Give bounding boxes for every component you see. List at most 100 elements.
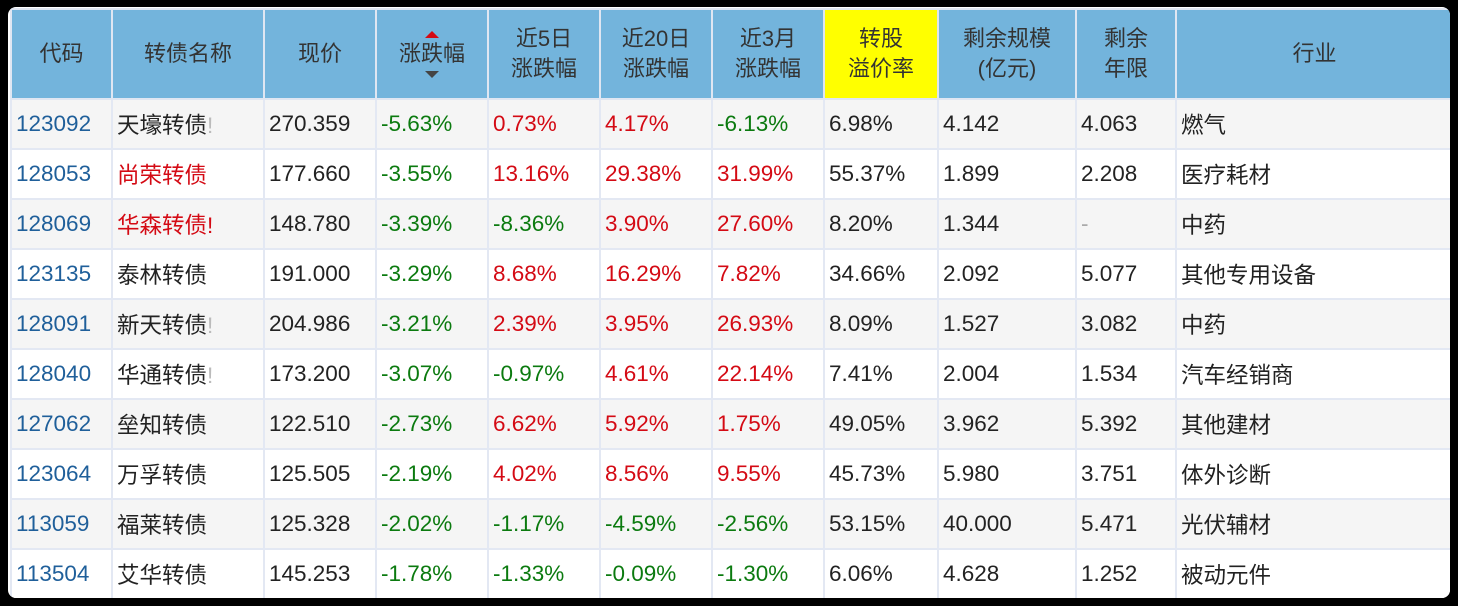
remaining-size-cell: 4.628 [937,548,1077,598]
table-row[interactable]: 123092 天壕转债! 270.359 -5.63% 0.73% 4.17% -6.13%… [10,98,1450,150]
bond-name-cell[interactable]: 华森转债! [111,198,265,250]
table-row[interactable]: 127062 垒知转债 122.510 -2.73% 6.62% 5.92% 1.75% 49… [10,398,1450,450]
col-header-20d-change[interactable]: 近20日 涨跌幅 [599,8,713,100]
sort-asc-icon[interactable] [424,31,439,38]
bond-name-link[interactable]: 天壕转债 [117,113,208,138]
col-header-3m-change[interactable]: 近3月 涨跌幅 [711,8,825,100]
change-5d-cell: 4.02% [487,448,601,500]
remaining-years-cell: 4.063 [1075,98,1177,150]
change-20d-cell: -0.09% [599,548,713,598]
premium-cell: 49.05% [823,398,939,450]
bond-code-link[interactable]: 113059 [10,498,113,550]
bond-name-cell[interactable]: 福莱转债 [111,498,265,550]
col-header-code[interactable]: 代码 [10,8,113,100]
remaining-years-cell: 3.751 [1075,448,1177,500]
industry-cell: 中药 [1175,298,1450,350]
bond-code-link[interactable]: 123135 [10,248,113,300]
header-label: 涨跌幅 [622,56,689,81]
bond-name-link[interactable]: 华森转债 [117,213,208,238]
convertible-bond-table: 代码 转债名称 现价 涨跌幅 近5日 涨跌幅 近20日 涨跌幅 近3月 涨跌幅 转股溢… [10,8,1450,598]
industry-cell: 中药 [1175,198,1450,250]
table-row[interactable]: 128069 华森转债! 148.780 -3.39% -8.36% 3.90% 27.60… [10,198,1450,250]
table-row[interactable]: 128091 新天转债! 204.986 -3.21% 2.39% 3.95% 26.93%… [10,298,1450,350]
bond-name-cell[interactable]: 天壕转债! [111,98,265,150]
bond-code-link[interactable]: 128091 [10,298,113,350]
bond-name-link[interactable]: 新天转债 [117,313,208,338]
bond-name-link[interactable]: 艾华转债 [117,563,208,588]
change-3m-cell: 9.55% [711,448,825,500]
remaining-size-cell: 2.092 [937,248,1077,300]
sort-desc-icon[interactable] [424,71,439,78]
bond-code-link[interactable]: 123064 [10,448,113,500]
bond-name-cell[interactable]: 垒知转债 [111,398,265,450]
remaining-size-cell: 5.980 [937,448,1077,500]
remaining-years-cell: 1.534 [1075,348,1177,400]
bond-name-cell[interactable]: 泰林转债 [111,248,265,300]
header-row: 代码 转债名称 现价 涨跌幅 近5日 涨跌幅 近20日 涨跌幅 近3月 涨跌幅 转股溢… [10,8,1450,100]
col-header-industry[interactable]: 行业 [1175,8,1450,100]
bond-name-cell[interactable]: 艾华转债 [111,548,265,598]
table-row[interactable]: 123135 泰林转债 191.000 -3.29% 8.68% 16.29% 7.82% 3… [10,248,1450,300]
bond-name-link[interactable]: 万孚转债 [117,463,208,488]
change-3m-cell: -2.56% [711,498,825,550]
industry-cell: 体外诊断 [1175,448,1450,500]
change-5d-cell: -1.17% [487,498,601,550]
price-cell: 125.505 [263,448,377,500]
industry-cell: 燃气 [1175,98,1450,150]
bond-name-cell[interactable]: 华通转债! [111,348,265,400]
change-3m-cell: 31.99% [711,148,825,200]
bond-name-link[interactable]: 泰林转债 [117,263,208,288]
col-header-conversion-premium[interactable]: 转股 溢价率 [823,8,939,100]
industry-cell: 其他专用设备 [1175,248,1450,300]
change-3m-cell: -1.30% [711,548,825,598]
header-label: 涨跌幅 [398,41,465,66]
table-row[interactable]: 128040 华通转债! 173.200 -3.07% -0.97% 4.61% 22.14… [10,348,1450,400]
bond-name-link[interactable]: 尚荣转债 [117,163,208,188]
bond-code-link[interactable]: 128053 [10,148,113,200]
col-header-change[interactable]: 涨跌幅 [375,8,489,100]
remaining-years-cell: - [1075,198,1177,250]
change-20d-cell: 3.95% [599,298,713,350]
change-3m-cell: 26.93% [711,298,825,350]
bond-code-link[interactable]: 128040 [10,348,113,400]
col-header-5d-change[interactable]: 近5日 涨跌幅 [487,8,601,100]
industry-cell: 汽车经销商 [1175,348,1450,400]
bond-name-cell[interactable]: 尚荣转债 [111,148,265,200]
change-20d-cell: 4.61% [599,348,713,400]
sort-control[interactable]: 涨跌幅 [398,31,465,78]
table-row[interactable]: 123064 万孚转债 125.505 -2.19% 4.02% 8.56% 9.55% 45… [10,448,1450,500]
change-cell: -3.29% [375,248,489,300]
remaining-size-cell: 2.004 [937,348,1077,400]
change-cell: -2.02% [375,498,489,550]
remaining-size-cell: 1.527 [937,298,1077,350]
header-label: (亿元) [977,56,1037,81]
change-cell: -3.07% [375,348,489,400]
change-20d-cell: 3.90% [599,198,713,250]
change-5d-cell: 13.16% [487,148,601,200]
premium-cell: 34.66% [823,248,939,300]
table-row[interactable]: 113059 福莱转债 125.328 -2.02% -1.17% -4.59% -2.56… [10,498,1450,550]
change-5d-cell: -0.97% [487,348,601,400]
bond-code-link[interactable]: 127062 [10,398,113,450]
col-header-remaining-size[interactable]: 剩余规模 (亿元) [937,8,1077,100]
bond-code-link[interactable]: 123092 [10,98,113,150]
bond-code-link[interactable]: 128069 [10,198,113,250]
bond-name-cell[interactable]: 万孚转债 [111,448,265,500]
change-20d-cell: -4.59% [599,498,713,550]
table-row[interactable]: 113504 艾华转债 145.253 -1.78% -1.33% -0.09% -1.30… [10,548,1450,598]
bond-name-link[interactable]: 福莱转债 [117,513,208,538]
bond-name-link[interactable]: 垒知转债 [117,413,208,438]
col-header-name[interactable]: 转债名称 [111,8,265,100]
change-20d-cell: 16.29% [599,248,713,300]
remaining-years-cell: 2.208 [1075,148,1177,200]
col-header-remaining-years[interactable]: 剩余 年限 [1075,8,1177,100]
change-cell: -2.73% [375,398,489,450]
bond-name-cell[interactable]: 新天转债! [111,298,265,350]
change-3m-cell: 22.14% [711,348,825,400]
bond-code-link[interactable]: 113504 [10,548,113,598]
header-label: 近5日 [515,26,573,51]
warning-mark-icon: ! [207,313,214,338]
bond-name-link[interactable]: 华通转债 [117,363,208,388]
table-row[interactable]: 128053 尚荣转债 177.660 -3.55% 13.16% 29.38% 31.99… [10,148,1450,200]
col-header-price[interactable]: 现价 [263,8,377,100]
